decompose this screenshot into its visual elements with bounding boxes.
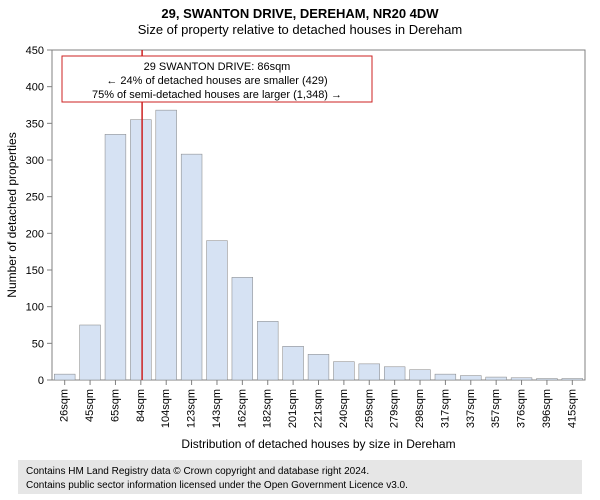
histogram-bar <box>511 378 532 380</box>
title-line1: 29, SWANTON DRIVE, DEREHAM, NR20 4DW <box>161 6 439 21</box>
histogram-bar <box>460 376 481 380</box>
y-tick-label: 400 <box>26 82 44 94</box>
x-tick-label: 415sqm <box>566 389 578 428</box>
y-tick-label: 100 <box>26 302 44 314</box>
x-tick-label: 376sqm <box>516 389 528 428</box>
histogram-bar <box>207 241 228 380</box>
x-tick-label: 45sqm <box>84 389 96 422</box>
histogram-bar <box>308 354 329 380</box>
chart-svg: 29, SWANTON DRIVE, DEREHAM, NR20 4DWSize… <box>0 0 600 500</box>
histogram-bar <box>181 154 202 380</box>
histogram-bar <box>80 325 101 380</box>
histogram-bar <box>562 379 583 380</box>
annotation-line3: 75% of semi-detached houses are larger (… <box>92 89 342 101</box>
x-tick-label: 104sqm <box>160 389 172 428</box>
x-tick-label: 162sqm <box>236 389 248 428</box>
annotation-line2: ← 24% of detached houses are smaller (42… <box>106 75 327 87</box>
y-tick-label: 350 <box>26 118 44 130</box>
histogram-bar <box>130 120 151 380</box>
histogram-bar <box>257 321 278 380</box>
x-tick-label: 26sqm <box>59 389 71 422</box>
histogram-bar <box>359 364 380 380</box>
footer-line1: Contains HM Land Registry data © Crown c… <box>26 466 369 477</box>
x-tick-label: 182sqm <box>262 389 274 428</box>
x-tick-label: 84sqm <box>135 389 147 422</box>
x-tick-label: 259sqm <box>363 389 375 428</box>
x-tick-label: 279sqm <box>389 389 401 428</box>
histogram-bar <box>105 134 126 380</box>
x-tick-label: 357sqm <box>490 389 502 428</box>
histogram-bar <box>537 379 558 380</box>
y-tick-label: 300 <box>26 155 44 167</box>
x-tick-label: 337sqm <box>465 389 477 428</box>
x-tick-label: 123sqm <box>186 389 198 428</box>
x-tick-label: 317sqm <box>439 389 451 428</box>
histogram-bar <box>232 277 253 380</box>
annotation-line1: 29 SWANTON DRIVE: 86sqm <box>144 61 291 73</box>
y-axis-label: Number of detached properties <box>5 132 19 297</box>
histogram-bar <box>435 374 456 380</box>
x-tick-label: 396sqm <box>541 389 553 428</box>
x-tick-label: 240sqm <box>338 389 350 428</box>
y-tick-label: 200 <box>26 228 44 240</box>
y-tick-label: 0 <box>38 375 44 387</box>
x-tick-label: 65sqm <box>109 389 121 422</box>
histogram-chart: { "title_line1": "29, SWANTON DRIVE, DER… <box>0 0 600 500</box>
title-line2: Size of property relative to detached ho… <box>138 22 462 37</box>
histogram-bar <box>410 370 431 380</box>
y-tick-label: 50 <box>32 338 44 350</box>
x-axis-label: Distribution of detached houses by size … <box>181 437 455 451</box>
x-tick-label: 201sqm <box>287 389 299 428</box>
y-tick-label: 450 <box>26 45 44 57</box>
x-tick-label: 143sqm <box>211 389 223 428</box>
histogram-bar <box>333 362 354 380</box>
y-tick-label: 250 <box>26 192 44 204</box>
histogram-bar <box>54 374 75 380</box>
histogram-bar <box>486 377 507 380</box>
histogram-bar <box>384 367 405 380</box>
x-tick-label: 298sqm <box>414 389 426 428</box>
histogram-bar <box>156 110 177 380</box>
y-tick-label: 150 <box>26 265 44 277</box>
histogram-bar <box>283 346 304 380</box>
footer-line2: Contains public sector information licen… <box>26 480 408 491</box>
x-tick-label: 221sqm <box>313 389 325 428</box>
